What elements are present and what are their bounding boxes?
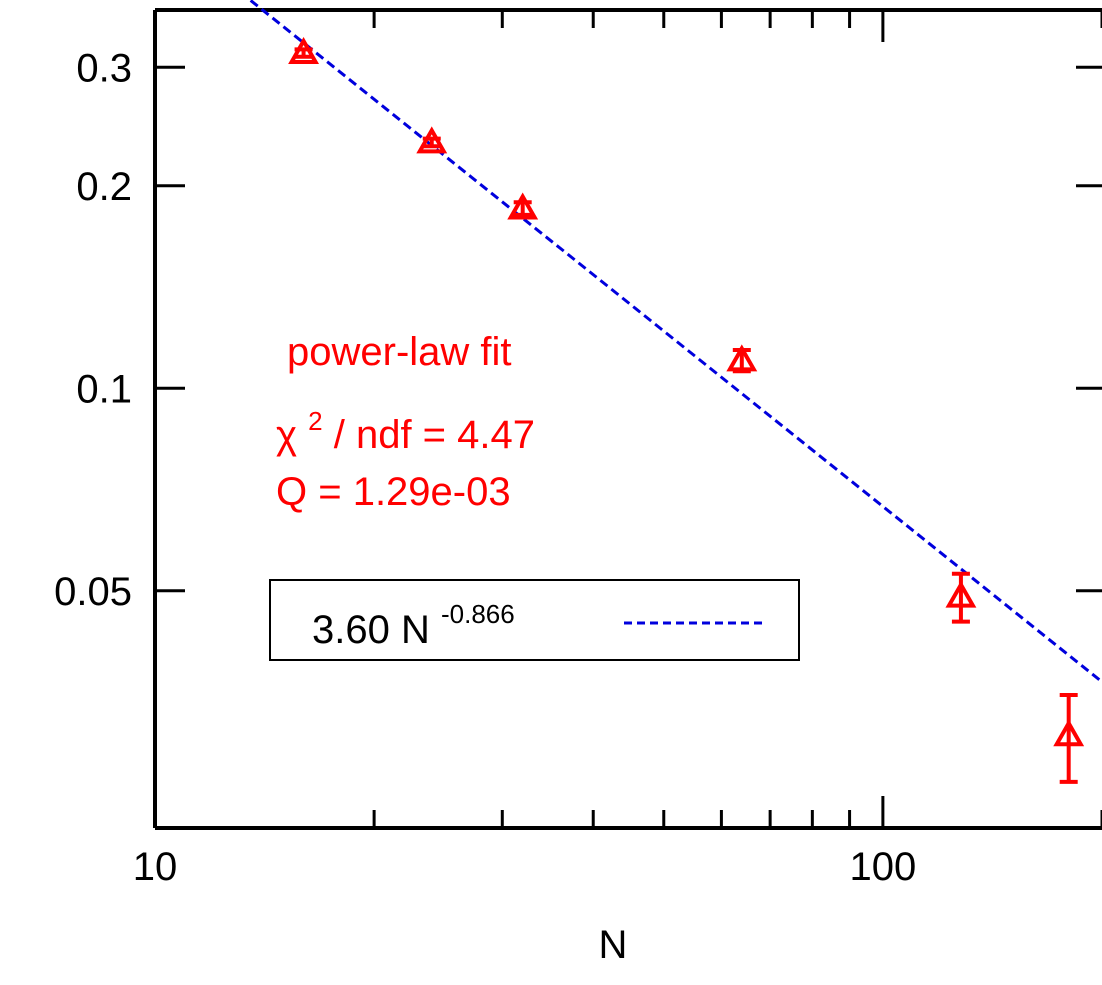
legend-label-base: 3.60 N bbox=[312, 608, 430, 652]
x-axis-title: N bbox=[599, 923, 628, 967]
data-point bbox=[507, 192, 539, 220]
y-tick-label: 0.3 bbox=[76, 46, 132, 90]
chi-symbol: χ bbox=[276, 413, 297, 457]
fit-annotation: power-law fit χ 2 / ndf = 4.47 Q = 1.29e… bbox=[276, 330, 535, 514]
data-point bbox=[416, 126, 448, 154]
legend-label-exponent: -0.866 bbox=[441, 599, 515, 629]
fit-line-layer bbox=[247, 0, 1102, 684]
triangle-marker bbox=[288, 37, 320, 65]
x-tick-label: 10 bbox=[133, 845, 178, 889]
axes bbox=[153, 8, 1102, 830]
chi-superscript: 2 bbox=[308, 406, 322, 436]
triangle-marker bbox=[1053, 719, 1085, 747]
triangle-marker bbox=[507, 192, 539, 220]
data-point bbox=[288, 37, 320, 65]
annotation-fit-label: power-law fit bbox=[287, 330, 512, 374]
y-tick-label: 0.2 bbox=[76, 165, 132, 209]
annotation-chi2: χ 2 / ndf = 4.47 bbox=[276, 395, 535, 457]
legend-box bbox=[269, 579, 800, 661]
data-points bbox=[288, 37, 1085, 784]
legend: 3.60 N -0.866 bbox=[269, 579, 800, 661]
legend-label: 3.60 N -0.866 bbox=[312, 599, 515, 652]
chi-value: / ndf = 4.47 bbox=[334, 413, 535, 457]
triangle-marker bbox=[945, 580, 977, 608]
data-point bbox=[1053, 692, 1085, 784]
triangle-marker bbox=[726, 344, 758, 372]
ticks: 10 100 0.05 0.1 0.2 0.3 bbox=[54, 10, 1102, 889]
triangle-marker bbox=[416, 126, 448, 154]
annotation-q-value: Q = 1.29e-03 bbox=[276, 470, 511, 514]
y-tick-label: 0.1 bbox=[76, 367, 132, 411]
data-point bbox=[726, 344, 758, 374]
y-tick-label: 0.05 bbox=[54, 570, 132, 614]
fit-line bbox=[247, 0, 1102, 684]
data-point bbox=[945, 571, 977, 624]
x-tick-label: 100 bbox=[850, 845, 917, 889]
